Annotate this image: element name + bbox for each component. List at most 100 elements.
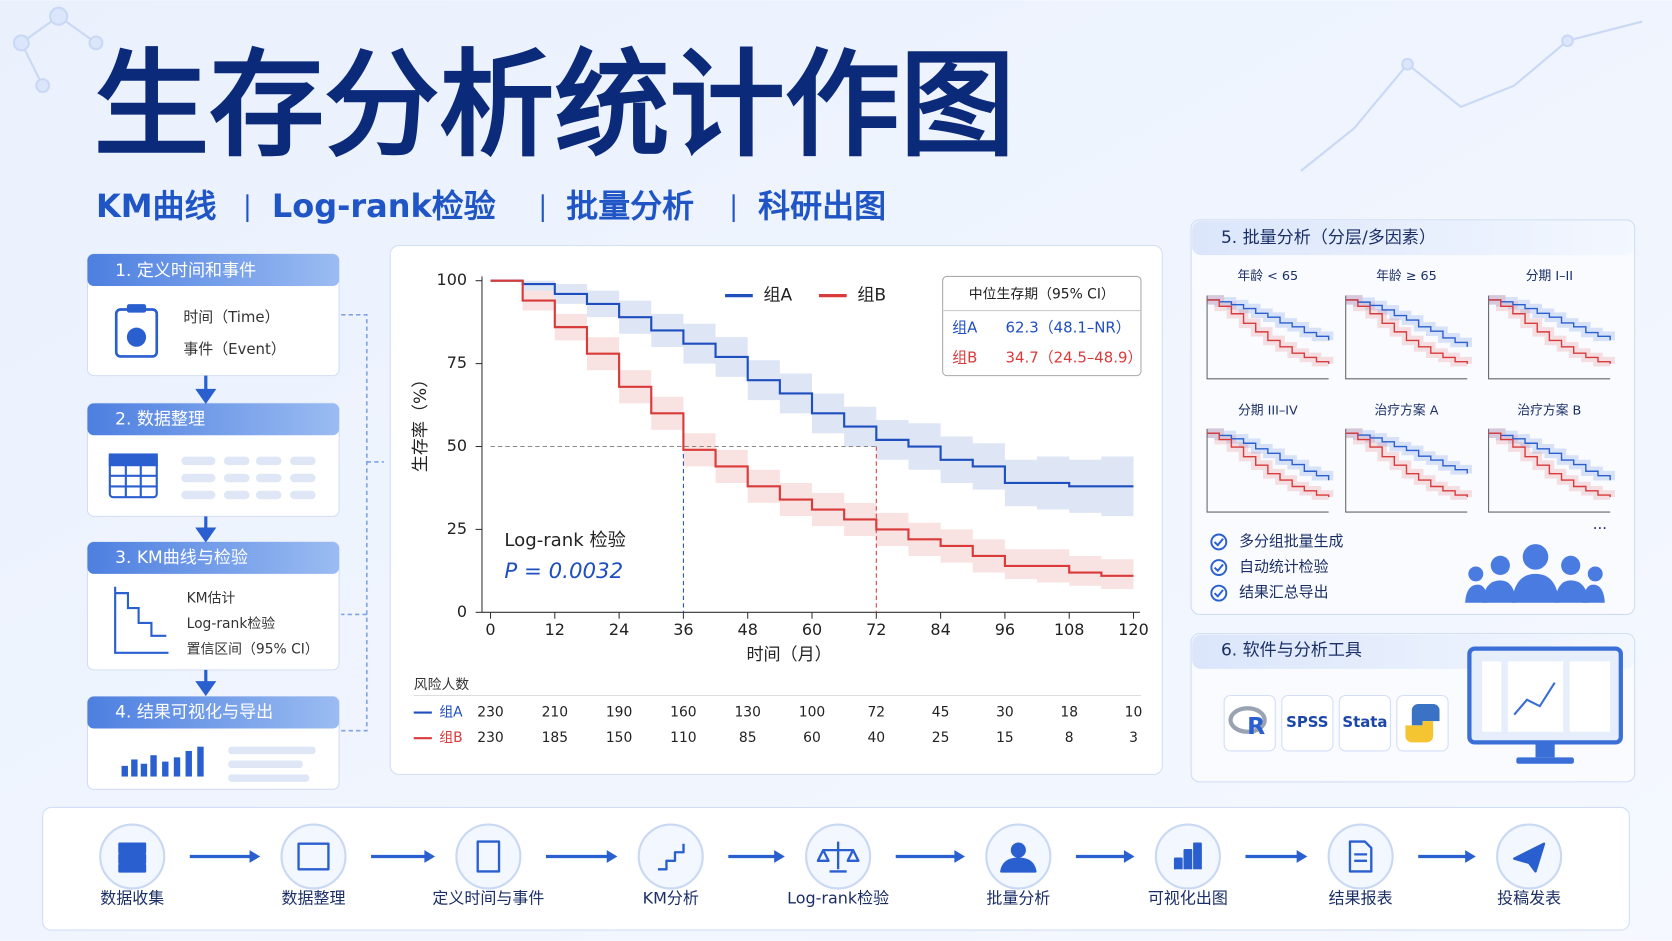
risk-count: 10 <box>1125 705 1143 721</box>
median-value: 34.7（24.5–48.9） <box>1006 349 1143 367</box>
risk-title: 风险人数 <box>414 677 470 693</box>
mini-title: 分期 III–IV <box>1238 403 1298 418</box>
flow-arrowhead <box>774 850 785 863</box>
clipboard-clip <box>126 304 147 313</box>
risk-count: 72 <box>867 705 885 721</box>
mini-red <box>1488 299 1611 364</box>
flow-label: KM分析 <box>643 889 699 908</box>
mini-blue <box>1207 432 1330 481</box>
mini-red <box>1488 432 1611 498</box>
placeholder-rows <box>228 746 316 782</box>
y-tick-label: 100 <box>437 270 468 289</box>
mini-axes <box>1345 295 1468 380</box>
subtitle-item: 科研出图 <box>758 187 886 225</box>
x-tick-label: 24 <box>609 620 629 639</box>
risk-count: 230 <box>477 705 503 721</box>
median-group: 组B <box>952 349 977 367</box>
mini-axes <box>1206 428 1329 513</box>
p-value: P = 0.0032 <box>504 559 623 584</box>
risk-count: 3 <box>1129 730 1138 746</box>
median-table-title: 中位生存期（95% CI） <box>969 287 1115 303</box>
flow-label: 定义时间与事件 <box>432 889 544 908</box>
more: ... <box>1593 515 1607 533</box>
flow-label: 数据整理 <box>282 889 346 908</box>
flow-arrowhead <box>249 850 261 863</box>
check-mark <box>1213 538 1224 547</box>
subtitle-item: 批量分析 <box>566 187 694 225</box>
tool-label: Stata <box>1342 713 1387 731</box>
check-icon <box>1210 533 1228 551</box>
step-title: 4. 结果可视化与导出 <box>115 703 273 723</box>
mini-title: 分期 I–II <box>1526 269 1573 284</box>
flow-icon <box>1173 842 1202 870</box>
feature-label: 自动统计检验 <box>1239 558 1329 576</box>
table-icon <box>108 453 158 499</box>
x-tick-label: 60 <box>802 620 822 639</box>
step-item: 时间（Time） <box>183 308 279 326</box>
km-curve <box>490 279 1134 488</box>
flow-arrowhead <box>1296 850 1308 863</box>
tool-label: SPSS <box>1286 713 1328 731</box>
mini-axes <box>1488 295 1611 380</box>
step-header <box>87 403 340 436</box>
placeholder-rows <box>181 456 316 500</box>
mini-axes <box>1206 295 1329 380</box>
y-tick-label: 25 <box>447 519 467 538</box>
x-tick-label: 108 <box>1054 620 1085 639</box>
check-mark <box>1213 563 1224 573</box>
check-icon <box>1210 559 1228 576</box>
x-tick-label: 84 <box>930 620 950 639</box>
risk-count: 110 <box>670 730 696 746</box>
x-tick-label: 36 <box>673 620 693 639</box>
median-group: 组A <box>952 319 978 337</box>
mini-red <box>1207 299 1330 364</box>
y-tick-label: 50 <box>447 436 467 455</box>
subtitle-item: KM曲线 <box>96 187 217 225</box>
risk-count: 85 <box>739 730 757 746</box>
y-tick-label: 75 <box>447 353 467 372</box>
flow-label: Log-rank检验 <box>787 889 889 908</box>
feature-label: 多分组批量生成 <box>1239 532 1343 550</box>
x-tick-label: 72 <box>866 620 886 639</box>
flow-arrowhead <box>954 850 966 863</box>
risk-count: 15 <box>996 730 1014 746</box>
mini-axes <box>1488 428 1611 513</box>
workflow: 数据收集 数据整理 定义时间与事件 KM分析 Log-rank检验 批量分析 可视化出图 结果… <box>99 823 1563 908</box>
mini-blue <box>1207 299 1330 341</box>
risk-count: 45 <box>932 705 950 721</box>
flow-label: 数据收集 <box>100 889 164 908</box>
deco-network <box>12 6 1643 172</box>
x-tick-label: 120 <box>1118 620 1149 639</box>
mini-red <box>1207 432 1330 498</box>
km-icon <box>114 586 169 654</box>
step-header <box>87 696 340 729</box>
subtitle-item: Log-rank检验 <box>272 187 496 225</box>
flow-icon <box>1000 842 1037 873</box>
mini-red <box>1345 432 1468 498</box>
risk-count: 130 <box>734 705 760 721</box>
flow-arrowhead <box>606 850 618 863</box>
legend-label: 组A <box>763 286 792 306</box>
median-value: 62.3（48.1–NR） <box>1006 319 1131 337</box>
risk-count: 8 <box>1065 730 1074 746</box>
flow-icon-ring <box>637 823 704 890</box>
steps: 1. 定义时间和事件 时间（Time） 事件（Event） 2. 数据整理 3.… <box>86 253 384 790</box>
clock-icon <box>126 327 147 347</box>
step-title: 3. KM曲线与检验 <box>115 548 248 568</box>
x-tick-label: 12 <box>545 620 565 639</box>
step-header <box>87 254 340 287</box>
flow-label: 结果报表 <box>1329 889 1393 908</box>
mini-title: 年龄 < 65 <box>1238 269 1299 284</box>
step-item: Log-rank检验 <box>187 616 276 632</box>
risk-count: 25 <box>932 730 950 746</box>
feature-label: 结果汇总导出 <box>1239 583 1328 601</box>
monitor-icon <box>1467 646 1623 764</box>
km-curve <box>490 279 1134 577</box>
mini-blue <box>1488 432 1611 481</box>
risk-count: 40 <box>867 730 885 746</box>
risk-group: 组A <box>439 705 463 721</box>
risk-group: 组B <box>439 730 462 746</box>
check-mark <box>1213 589 1224 598</box>
